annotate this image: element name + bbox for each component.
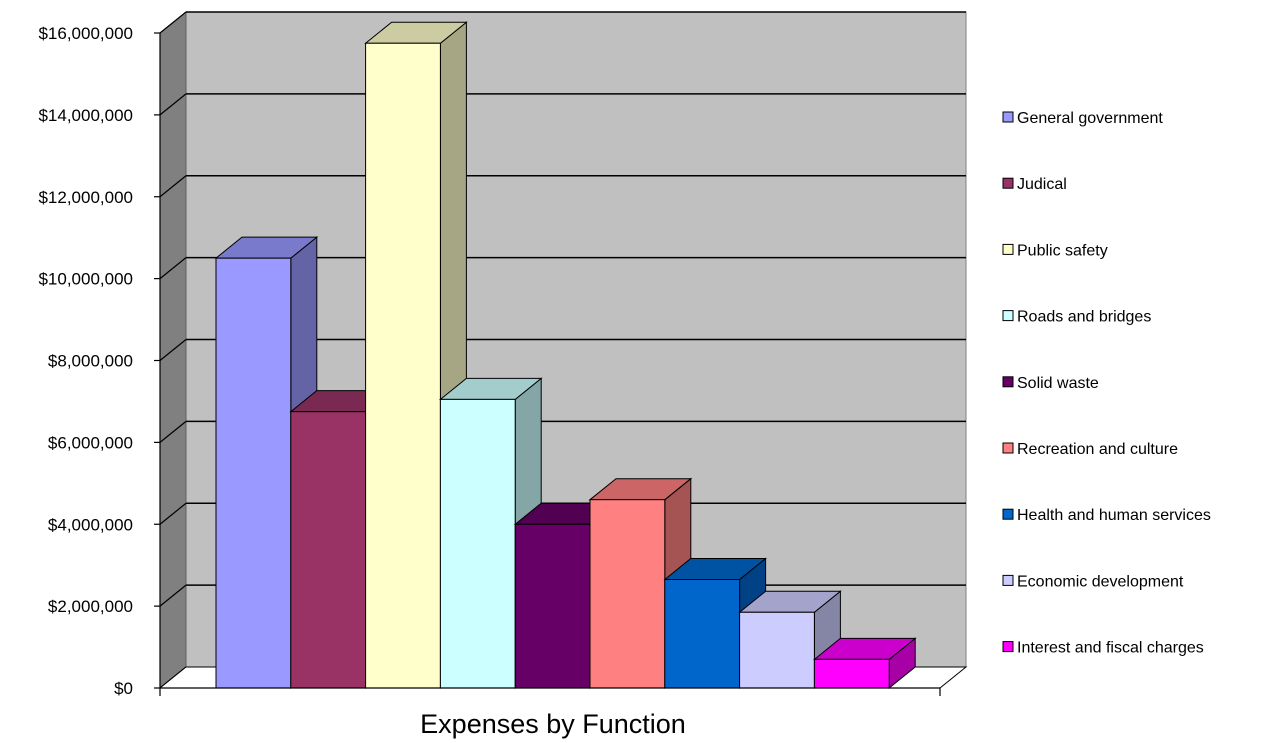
y-tick-label: $16,000,000	[38, 24, 133, 43]
legend-swatch	[1002, 508, 1014, 520]
legend-label: Economic development	[1017, 573, 1184, 590]
gridline-side	[159, 175, 187, 198]
legend-item: Health and human services	[1002, 507, 1211, 524]
legend-item: Roads and bridges	[1002, 309, 1151, 326]
legend-label: Public safety	[1017, 242, 1108, 259]
legend-item: Recreation and culture	[1002, 441, 1178, 458]
legend-swatch	[1002, 111, 1014, 123]
legend-swatch	[1002, 574, 1014, 586]
legend-swatch	[1002, 442, 1014, 454]
legend-label: General government	[1017, 110, 1163, 127]
bar-front	[813, 658, 890, 689]
y-tick-label: $4,000,000	[48, 515, 133, 534]
legend-item: Judical	[1002, 176, 1067, 193]
y-tick-label: $6,000,000	[48, 433, 133, 452]
legend-label: Judical	[1017, 176, 1067, 193]
legend-swatch	[1002, 177, 1014, 189]
legend: General government Judical Public safety Ro…	[1002, 110, 1211, 657]
y-tick-label: $8,000,000	[48, 352, 133, 371]
gridline-side	[159, 502, 187, 525]
x-axis-title: Expenses by Function	[420, 709, 686, 739]
legend-label: Roads and bridges	[1017, 309, 1151, 326]
gridline-side	[159, 339, 187, 361]
gridline-side	[159, 584, 187, 607]
bars	[214, 21, 917, 690]
y-tick-label: $0	[114, 679, 133, 698]
bar-front	[290, 411, 367, 689]
y-tick-label: $2,000,000	[48, 597, 133, 616]
legend-label: Interest and fiscal charges	[1017, 640, 1204, 657]
bar-front	[215, 257, 292, 689]
legend-swatch	[1002, 243, 1014, 255]
legend-swatch	[1002, 310, 1014, 322]
legend-swatch	[1002, 376, 1014, 388]
bar-front	[589, 499, 666, 689]
y-tick-label: $12,000,000	[38, 188, 133, 207]
y-tick-label: $10,000,000	[38, 270, 133, 289]
legend-label: Recreation and culture	[1017, 441, 1178, 458]
gridline-side	[159, 11, 187, 34]
bar-front	[664, 579, 741, 689]
legend-item: Economic development	[1002, 573, 1184, 590]
bar-front	[365, 42, 441, 689]
bar-front	[739, 611, 815, 689]
legend-label: Solid waste	[1017, 375, 1099, 392]
axes	[154, 32, 941, 696]
bar-front	[439, 398, 516, 689]
legend-item: Solid waste	[1002, 375, 1099, 392]
bar-interest-and-fiscal-charges	[812, 637, 917, 690]
legend-swatch	[1002, 641, 1014, 653]
y-axis-tick-labels: $0 $2,000,000 $4,000,000 $6,000,000 $8,000,0…	[38, 24, 133, 698]
legend-item: General government	[1002, 110, 1163, 127]
legend-item: Public safety	[1002, 242, 1108, 259]
y-tick-label: $14,000,000	[38, 106, 133, 125]
gridline-side	[159, 93, 187, 116]
gridline-side	[159, 420, 187, 443]
legend-label: Health and human services	[1017, 507, 1211, 524]
bar-front	[514, 523, 591, 689]
gridline-side	[159, 257, 187, 280]
legend-item: Interest and fiscal charges	[1002, 640, 1204, 657]
